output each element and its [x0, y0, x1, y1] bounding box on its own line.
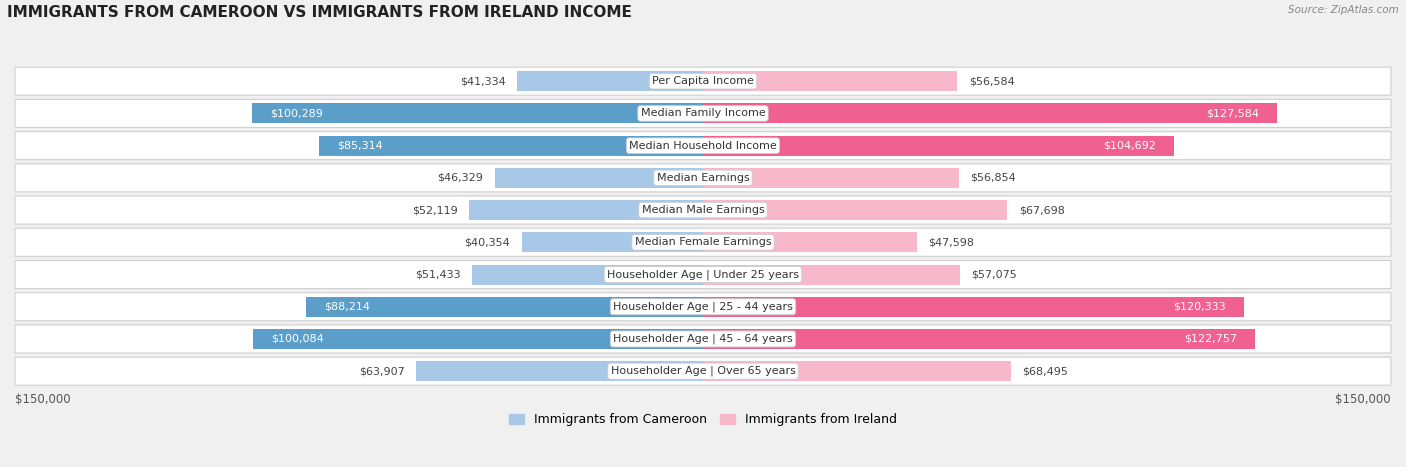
Text: $104,692: $104,692: [1102, 141, 1156, 151]
Bar: [253, 329, 703, 349]
Bar: [703, 361, 1011, 381]
Bar: [703, 168, 959, 188]
FancyBboxPatch shape: [15, 228, 1391, 256]
Text: $40,354: $40,354: [464, 237, 510, 248]
Bar: [703, 135, 1174, 156]
Text: Per Capita Income: Per Capita Income: [652, 76, 754, 86]
Bar: [703, 103, 1277, 123]
FancyBboxPatch shape: [15, 293, 1391, 321]
Text: $57,075: $57,075: [972, 269, 1017, 280]
Text: $52,119: $52,119: [412, 205, 457, 215]
Bar: [522, 232, 703, 252]
Bar: [703, 297, 1244, 317]
Bar: [468, 200, 703, 220]
Bar: [703, 329, 1256, 349]
Text: $41,334: $41,334: [460, 76, 506, 86]
Bar: [517, 71, 703, 91]
FancyBboxPatch shape: [15, 357, 1391, 385]
FancyBboxPatch shape: [15, 261, 1391, 289]
FancyBboxPatch shape: [15, 164, 1391, 192]
Text: $56,854: $56,854: [970, 173, 1015, 183]
Text: Source: ZipAtlas.com: Source: ZipAtlas.com: [1288, 5, 1399, 14]
Bar: [472, 264, 703, 284]
Text: Median Female Earnings: Median Female Earnings: [634, 237, 772, 248]
Text: $63,907: $63,907: [359, 366, 405, 376]
FancyBboxPatch shape: [15, 196, 1391, 224]
Bar: [703, 232, 917, 252]
Bar: [307, 297, 703, 317]
Text: $150,000: $150,000: [1336, 393, 1391, 406]
Text: Householder Age | Under 25 years: Householder Age | Under 25 years: [607, 269, 799, 280]
Text: $150,000: $150,000: [15, 393, 70, 406]
Bar: [252, 103, 703, 123]
Bar: [416, 361, 703, 381]
Text: Median Household Income: Median Household Income: [628, 141, 778, 151]
Text: IMMIGRANTS FROM CAMEROON VS IMMIGRANTS FROM IRELAND INCOME: IMMIGRANTS FROM CAMEROON VS IMMIGRANTS F…: [7, 5, 631, 20]
Bar: [319, 135, 703, 156]
Text: Householder Age | Over 65 years: Householder Age | Over 65 years: [610, 366, 796, 376]
Text: $46,329: $46,329: [437, 173, 484, 183]
Text: $56,584: $56,584: [969, 76, 1015, 86]
FancyBboxPatch shape: [15, 99, 1391, 127]
Text: Median Male Earnings: Median Male Earnings: [641, 205, 765, 215]
FancyBboxPatch shape: [15, 132, 1391, 160]
Text: Median Earnings: Median Earnings: [657, 173, 749, 183]
Text: $51,433: $51,433: [415, 269, 461, 280]
Bar: [703, 71, 957, 91]
Text: $127,584: $127,584: [1206, 108, 1258, 119]
Text: $88,214: $88,214: [325, 302, 370, 312]
FancyBboxPatch shape: [15, 67, 1391, 95]
Bar: [703, 264, 960, 284]
Text: $67,698: $67,698: [1019, 205, 1064, 215]
Bar: [703, 200, 1008, 220]
Text: $120,333: $120,333: [1174, 302, 1226, 312]
Text: $68,495: $68,495: [1022, 366, 1069, 376]
Text: Householder Age | 45 - 64 years: Householder Age | 45 - 64 years: [613, 334, 793, 344]
Text: $100,289: $100,289: [270, 108, 323, 119]
Text: $85,314: $85,314: [337, 141, 382, 151]
Bar: [495, 168, 703, 188]
Text: $100,084: $100,084: [271, 334, 323, 344]
Text: $122,757: $122,757: [1184, 334, 1237, 344]
Text: Householder Age | 25 - 44 years: Householder Age | 25 - 44 years: [613, 302, 793, 312]
Legend: Immigrants from Cameroon, Immigrants from Ireland: Immigrants from Cameroon, Immigrants fro…: [509, 413, 897, 426]
Text: Median Family Income: Median Family Income: [641, 108, 765, 119]
FancyBboxPatch shape: [15, 325, 1391, 353]
Text: $47,598: $47,598: [928, 237, 974, 248]
